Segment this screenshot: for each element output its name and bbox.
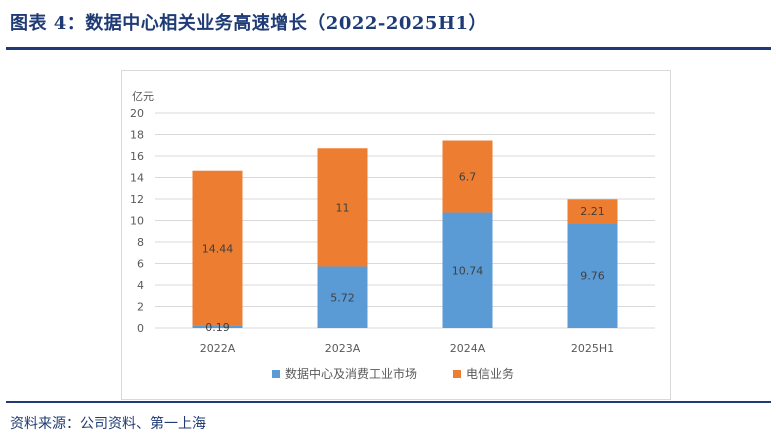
source-note: 资料来源：公司资料、第一上海: [10, 416, 206, 432]
data-label: 5.72: [330, 291, 355, 304]
bar-segment: [567, 223, 618, 328]
y-tick-label: 6: [137, 258, 144, 271]
y-tick-label: 4: [137, 279, 144, 292]
legend-label: 电信业务: [466, 366, 514, 381]
y-tick-label: 12: [130, 193, 144, 206]
y-tick-label: 0: [137, 322, 144, 335]
x-tick-label: 2025H1: [571, 342, 614, 355]
bar-segment: [192, 325, 243, 328]
data-label: 11: [336, 201, 350, 214]
x-tick-label: 2022A: [200, 342, 236, 355]
y-tick-label: 2: [137, 301, 144, 314]
x-tick-label: 2023A: [325, 342, 361, 355]
bar-segment: [317, 148, 368, 267]
page-title: 图表 4：数据中心相关业务高速增长（2022-2025H1）: [10, 13, 487, 34]
legend-label: 数据中心及消费工业市场: [285, 366, 417, 381]
data-label: 2.21: [580, 205, 605, 218]
bar-segment: [442, 140, 493, 213]
footer-divider: [6, 401, 771, 403]
data-label: 6.7: [459, 171, 477, 184]
data-label: 0.19: [205, 321, 230, 334]
y-tick-label: 16: [130, 150, 144, 163]
bar-segment: [442, 212, 493, 328]
data-label: 10.74: [452, 264, 484, 277]
bar-segment: [192, 170, 243, 326]
bar-segment: [317, 266, 368, 328]
bar-segment: [567, 199, 618, 224]
y-tick-label: 8: [137, 236, 144, 249]
y-tick-label: 18: [130, 129, 144, 142]
x-tick-label: 2024A: [450, 342, 486, 355]
data-label: 9.76: [580, 270, 605, 283]
y-unit-label: 亿元: [132, 90, 154, 103]
y-tick-label: 20: [130, 107, 144, 120]
legend-swatch: [453, 370, 461, 378]
legend-swatch: [272, 370, 280, 378]
data-label: 14.44: [202, 242, 234, 255]
title-divider: [6, 47, 771, 50]
y-tick-label: 14: [130, 172, 144, 185]
y-tick-label: 10: [130, 215, 144, 228]
